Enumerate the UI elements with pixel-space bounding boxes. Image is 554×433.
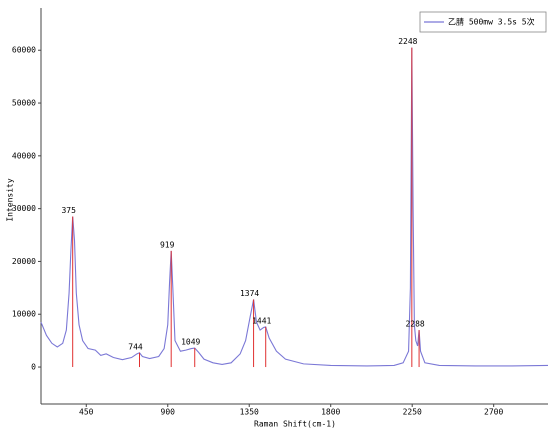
y-tick-label: 0: [31, 363, 36, 372]
peak-label: 1441: [252, 316, 271, 325]
peak-label: 2288: [405, 320, 424, 329]
x-axis-label: Raman Shift(cm-1): [254, 420, 336, 429]
peak-label: 744: [128, 342, 143, 351]
x-tick-label: 2700: [484, 408, 503, 417]
y-tick-label: 50000: [12, 99, 36, 108]
y-tick-label: 20000: [12, 257, 36, 266]
y-axis-label: Intensity: [6, 178, 15, 222]
peak-label: 1374: [240, 289, 259, 298]
x-tick-label: 900: [161, 408, 176, 417]
y-tick-label: 10000: [12, 310, 36, 319]
y-tick-label: 60000: [12, 46, 36, 55]
x-tick-label: 2250: [403, 408, 422, 417]
x-tick-label: 1800: [321, 408, 340, 417]
spectrum-line: [40, 47, 549, 367]
x-tick-label: 1350: [240, 408, 259, 417]
peak-label: 2248: [398, 37, 417, 46]
y-tick-label: 40000: [12, 151, 36, 160]
peak-label: 919: [160, 240, 175, 249]
legend-box: [419, 11, 547, 33]
legend-label: 乙腈 500mw 3.5s 5次: [448, 17, 535, 27]
y-tick-label: 30000: [12, 204, 36, 213]
peak-label: 375: [61, 206, 76, 215]
x-tick-label: 450: [79, 408, 94, 417]
peak-label: 1049: [181, 338, 200, 347]
